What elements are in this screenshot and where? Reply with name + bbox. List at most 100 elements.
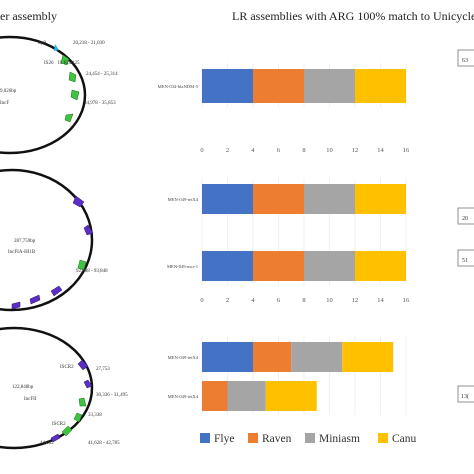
plasmid-1-label-0: trp9 xyxy=(38,41,47,46)
plasmid-3-gene-3 xyxy=(78,397,87,407)
chart-title: LR assemblies with ARG 100% match to Uni… xyxy=(232,9,474,23)
plasmid-map-1: trp9 IS26 IS Kba125 20,218 - 21,030 24,4… xyxy=(0,35,118,155)
plasmid-2-gene-2 xyxy=(83,224,94,236)
x-tick-label: 6 xyxy=(277,147,281,154)
x-tick-label: 16 xyxy=(403,297,410,304)
category-label: MEN-049-tetX4 xyxy=(168,197,199,202)
plasmid-1-inc: IncF xyxy=(0,101,9,106)
plasmid-3-inc: IncFII xyxy=(24,397,37,402)
plasmid-2-circle xyxy=(0,168,94,312)
x-tick-label: 14 xyxy=(377,147,384,154)
stacked-bar-charts: MEN-034-blaNDM-5 0 2 4 6 8 10 12 14 16 MEN-049-tet… xyxy=(158,63,410,415)
plasmid-1-gene-1 xyxy=(60,54,70,66)
plasmid-map-2: 287,759bp IncFIA-HI1B 92,988 - 93,848 xyxy=(0,168,108,312)
plasmid-3-gene-6 xyxy=(50,433,61,443)
legend-swatch-flye xyxy=(200,433,210,443)
plasmid-3-gene-5 xyxy=(61,425,73,437)
bar-segment-miniasm xyxy=(227,381,266,411)
plasmid-3-range-4: 44,632 xyxy=(40,441,54,446)
plasmid-1-range-2: 34,978 - 35,853 xyxy=(84,101,116,106)
bar-segment-canu xyxy=(342,342,394,372)
plasmid-3-range-0: 27,753 xyxy=(96,367,110,372)
plasmid-1-gene-2 xyxy=(68,71,77,83)
plasmid-3-gene-4 xyxy=(73,412,83,423)
legend-label-miniasm: Miniasm xyxy=(319,433,360,445)
side-box-4-value: 13( xyxy=(461,393,469,400)
x-tick-label: 10 xyxy=(326,147,333,154)
legend-swatch-miniasm xyxy=(305,433,315,443)
side-box-1 xyxy=(457,49,474,67)
plasmid-2-gene-4 xyxy=(50,285,63,297)
category-label: MEN-034-blaNDM-5 xyxy=(158,84,199,89)
x-tick-label: 8 xyxy=(302,147,305,154)
category-label: MEN-049-tetX4 xyxy=(168,355,199,360)
chart-legend: Flye Raven Miniasm Canu xyxy=(200,433,417,445)
bar-segment-raven xyxy=(253,251,304,281)
bar-segment-canu xyxy=(355,69,406,103)
bar-segment-canu xyxy=(265,381,317,411)
x-tick-label: 12 xyxy=(352,147,359,154)
bar-segment-flye xyxy=(202,69,253,103)
side-box-1-value: 63 xyxy=(462,58,468,64)
plasmid-1-circle xyxy=(0,35,87,155)
bar-segment-raven xyxy=(253,342,292,372)
x-tick-label: 0 xyxy=(200,147,203,154)
bar-segment-miniasm xyxy=(304,251,355,281)
plasmid-map-3: 122,848bp IncFII ISCR2 ISCR2 27,753 30,3… xyxy=(0,326,128,450)
plasmid-2-gene-3 xyxy=(77,259,87,271)
side-boxes: 63 20 51 13( xyxy=(457,49,474,403)
x-tick-label: 2 xyxy=(226,297,229,304)
x-tick-label: 10 xyxy=(326,297,333,304)
category-label: MEN-049-tetX4 xyxy=(168,394,199,399)
legend-swatch-raven xyxy=(248,433,258,443)
bar-segment-miniasm xyxy=(304,69,355,103)
plasmid-3-range-1: 30,336 - 31,495 xyxy=(96,393,128,398)
side-box-3 xyxy=(457,249,474,267)
legend-label-canu: Canu xyxy=(392,433,417,445)
plasmid-2-gene-1 xyxy=(72,195,85,208)
side-box-2 xyxy=(457,207,474,225)
plasmid-1-label-1: IS26 xyxy=(44,61,54,66)
category-label: MEN-049-mcr-1 xyxy=(167,264,199,269)
x-tick-label: 8 xyxy=(302,297,305,304)
bar-segment-flye xyxy=(202,342,253,372)
plasmid-3-circle xyxy=(0,326,94,450)
bar-segment-miniasm xyxy=(304,184,355,214)
bar-segment-flye xyxy=(202,184,253,214)
plasmid-1-gene-trp xyxy=(54,44,59,51)
plasmid-3-gene-1 xyxy=(77,359,89,371)
bar-segment-raven xyxy=(253,184,304,214)
bar-segment-miniasm xyxy=(291,342,343,372)
x-tick-label: 4 xyxy=(251,147,255,154)
legend-swatch-canu xyxy=(378,433,388,443)
x-tick-label: 6 xyxy=(277,297,281,304)
plasmid-3-range-3: 41,628 - 42,785 xyxy=(88,441,120,446)
x-tick-label: 4 xyxy=(251,297,255,304)
plasmid-2-inc: IncFIA-HI1B xyxy=(8,250,36,255)
plasmid-3-gene-2 xyxy=(83,379,93,389)
side-box-3-value: 51 xyxy=(462,258,468,264)
plasmid-2-gene-6 xyxy=(11,301,21,310)
bar-segment-canu xyxy=(355,184,406,214)
plasmid-1-gene-4 xyxy=(64,113,74,123)
left-panel-title: er assembly xyxy=(0,9,57,23)
side-box-4 xyxy=(457,385,474,403)
x-tick-label: 12 xyxy=(352,297,359,304)
legend-label-flye: Flye xyxy=(214,433,234,445)
bar-segment-raven xyxy=(253,69,304,103)
bar-segment-flye xyxy=(202,251,253,281)
bar-segment-raven xyxy=(202,381,228,411)
x-tick-label: 2 xyxy=(226,147,229,154)
bar-segment-canu xyxy=(355,251,406,281)
plasmid-1-range-0: 20,218 - 21,030 xyxy=(73,41,105,46)
side-box-2-value: 20 xyxy=(462,216,468,222)
plasmid-1-gene-3 xyxy=(70,89,80,101)
plasmid-3-size: 122,848bp xyxy=(12,385,34,390)
plasmid-3-label-1: ISCR2 xyxy=(52,422,66,427)
plasmid-2-size: 287,759bp xyxy=(14,239,36,244)
plasmid-3-range-2: 33,338 xyxy=(88,413,102,418)
legend-label-raven: Raven xyxy=(262,433,292,445)
plasmid-1-size: 9,026bp xyxy=(0,89,17,94)
plasmid-1-range-1: 24,454 - 25,314 xyxy=(86,72,118,77)
